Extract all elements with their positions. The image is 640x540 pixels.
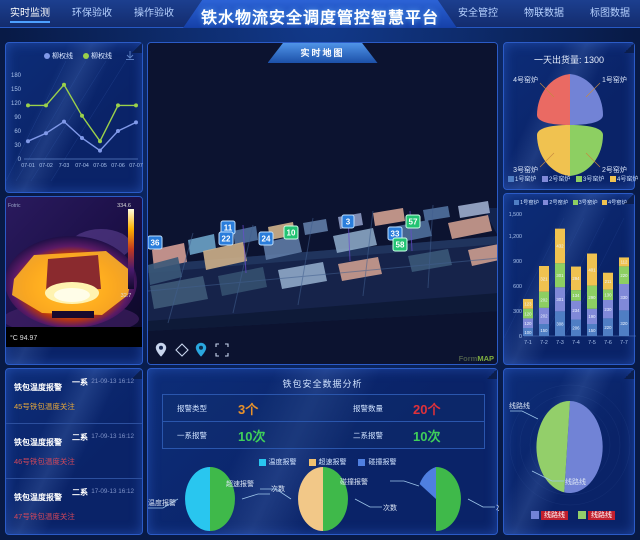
svg-text:134: 134: [572, 293, 580, 298]
svg-text:Fotric: Fotric: [8, 203, 21, 209]
svg-text:1,200: 1,200: [509, 234, 522, 240]
svg-text:123: 123: [524, 302, 532, 307]
svg-text:58: 58: [396, 241, 405, 250]
svg-text:401: 401: [588, 267, 596, 272]
svg-text:180: 180: [11, 73, 22, 79]
svg-text:22: 22: [222, 235, 231, 244]
svg-text:220: 220: [604, 325, 612, 330]
svg-text:32.7: 32.7: [121, 293, 132, 299]
svg-text:30: 30: [14, 143, 21, 149]
svg-text:202: 202: [540, 298, 548, 303]
svg-text:320: 320: [620, 321, 628, 326]
svg-text:07-07: 07-07: [129, 163, 143, 169]
svg-text:次数: 次数: [271, 484, 285, 493]
svg-text:2号窑炉: 2号窑炉: [602, 165, 627, 174]
svg-text:220: 220: [620, 273, 628, 278]
svg-text:7-1: 7-1: [524, 340, 532, 346]
svg-text:57: 57: [409, 218, 418, 227]
svg-text:120: 120: [524, 311, 532, 316]
svg-text:07-02: 07-02: [39, 163, 53, 169]
svg-text:150: 150: [588, 328, 596, 333]
svg-text:7-3: 7-3: [556, 340, 564, 346]
svg-text:112: 112: [621, 260, 628, 265]
svg-text:07-04: 07-04: [75, 163, 89, 169]
svg-text:7-03: 7-03: [59, 163, 70, 169]
svg-text:线路线: 线路线: [509, 401, 530, 410]
svg-text:07-01: 07-01: [21, 163, 35, 169]
svg-text:线路线: 线路线: [565, 477, 586, 486]
svg-text:230: 230: [604, 307, 612, 312]
svg-text:206: 206: [572, 326, 580, 331]
svg-text:33: 33: [391, 230, 400, 239]
svg-text:7-7: 7-7: [620, 340, 628, 346]
svg-text:11: 11: [224, 224, 233, 233]
svg-text:294: 294: [572, 276, 580, 281]
svg-text:7-5: 7-5: [588, 340, 596, 346]
svg-text:900: 900: [513, 259, 522, 265]
svg-text:334.6: 334.6: [117, 203, 131, 209]
svg-text:36: 36: [151, 239, 160, 248]
svg-text:130: 130: [604, 293, 612, 298]
svg-text:308: 308: [556, 321, 564, 326]
svg-text:温度报警: 温度报警: [148, 498, 176, 507]
svg-text:202: 202: [540, 314, 548, 319]
svg-text:100: 100: [524, 330, 532, 335]
svg-text:0: 0: [519, 334, 522, 340]
svg-text:190: 190: [588, 314, 596, 319]
svg-text:150: 150: [11, 87, 22, 93]
svg-text:120: 120: [11, 101, 22, 107]
svg-text:07-05: 07-05: [93, 163, 107, 169]
svg-text:碰撞报警: 碰撞报警: [340, 477, 368, 486]
svg-text:60: 60: [14, 129, 21, 135]
svg-text:7-6: 7-6: [604, 340, 612, 346]
svg-text:1号窑炉: 1号窑炉: [602, 75, 627, 84]
svg-text:7-4: 7-4: [572, 340, 580, 346]
svg-text:301: 301: [556, 273, 564, 278]
svg-text:FormMAP: FormMAP: [459, 354, 494, 363]
svg-text:次数: 次数: [496, 503, 499, 512]
svg-text:超速报警: 超速报警: [226, 479, 254, 488]
svg-text:432: 432: [556, 244, 564, 249]
svg-text:301: 301: [556, 297, 564, 302]
svg-text:120: 120: [524, 321, 532, 326]
svg-text:次数: 次数: [383, 503, 397, 512]
svg-text:290: 290: [588, 295, 596, 300]
svg-text:90: 90: [14, 115, 21, 121]
svg-text:3号窑炉: 3号窑炉: [513, 165, 538, 174]
svg-text:234: 234: [572, 308, 580, 313]
svg-text:330: 330: [620, 295, 628, 300]
svg-text:600: 600: [513, 284, 522, 290]
svg-text:211: 211: [605, 279, 612, 284]
svg-text:300: 300: [513, 309, 522, 315]
svg-text:321: 321: [540, 277, 548, 282]
svg-text:07-06: 07-06: [111, 163, 125, 169]
svg-text:7-2: 7-2: [540, 340, 548, 346]
svg-text:4号窑炉: 4号窑炉: [513, 75, 538, 84]
svg-text:10: 10: [287, 229, 296, 238]
svg-text:°C 94.97: °C 94.97: [10, 334, 37, 342]
svg-text:150: 150: [540, 328, 548, 333]
svg-text:24: 24: [262, 235, 271, 244]
svg-text:1,500: 1,500: [509, 212, 522, 218]
svg-text:3: 3: [346, 218, 351, 227]
